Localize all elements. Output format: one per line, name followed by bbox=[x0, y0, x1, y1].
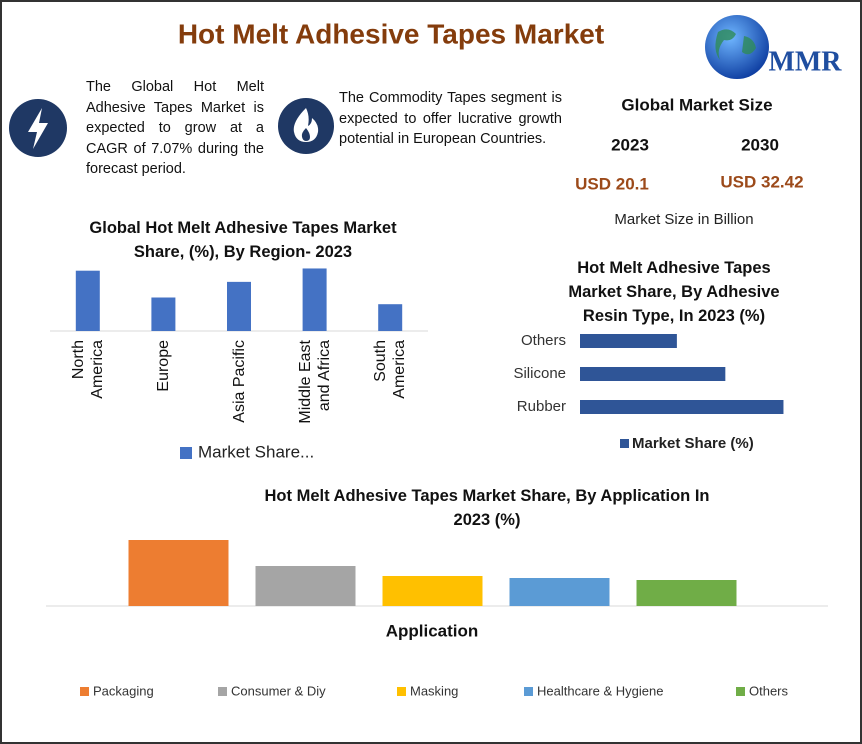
market-size-value: USD 32.42 bbox=[720, 172, 803, 191]
market-size-note: Market Size in Billion bbox=[614, 211, 753, 228]
year-label: 2023 bbox=[611, 135, 649, 154]
chart-title: Hot Melt Adhesive Tapes Market Share, By… bbox=[264, 487, 710, 529]
legend-swatch bbox=[218, 687, 227, 696]
legend-swatch bbox=[620, 439, 629, 448]
legend-label: Packaging bbox=[93, 683, 154, 698]
highlight-text: The Global Hot Melt Adhesive Tapes Marke… bbox=[86, 79, 264, 177]
logo-globe bbox=[705, 15, 769, 79]
bar bbox=[382, 576, 483, 606]
bar bbox=[75, 270, 100, 331]
y-tick-label: Silicone bbox=[513, 365, 566, 382]
legend-label: Healthcare & Hygiene bbox=[537, 683, 663, 698]
bar bbox=[255, 566, 356, 606]
legend-swatch bbox=[736, 687, 745, 696]
bar bbox=[227, 281, 251, 331]
legend-swatch bbox=[80, 687, 89, 696]
bar bbox=[580, 400, 784, 414]
logo-text: MMR bbox=[768, 46, 842, 77]
logo-land bbox=[715, 29, 756, 60]
bar bbox=[302, 268, 327, 331]
bar bbox=[151, 297, 176, 331]
chart-title: Global Hot Melt Adhesive Tapes Market Sh… bbox=[89, 219, 397, 261]
market-size-value: USD 20.1 bbox=[575, 174, 649, 193]
bar bbox=[128, 540, 229, 606]
x-tick-label: North America bbox=[69, 340, 106, 399]
flame-core bbox=[301, 128, 310, 141]
x-tick-label: Europe bbox=[154, 340, 172, 392]
highlight-text: The Commodity Tapes segment is expected … bbox=[339, 90, 562, 147]
x-tick-label: Middle East and Africa bbox=[296, 340, 333, 424]
bar bbox=[636, 580, 737, 606]
legend-label: Others bbox=[749, 683, 789, 698]
x-tick-label: Asia Pacific bbox=[230, 340, 248, 423]
bar bbox=[580, 367, 726, 381]
bar bbox=[509, 578, 610, 606]
chart-title: Hot Melt Adhesive Tapes Market Share, By… bbox=[568, 259, 780, 325]
bar bbox=[378, 304, 403, 331]
legend-label: Consumer & Diy bbox=[231, 683, 326, 698]
year-label: 2030 bbox=[741, 135, 779, 154]
main-title: Hot Melt Adhesive Tapes Market bbox=[178, 18, 604, 49]
market-size-title: Global Market Size bbox=[621, 95, 772, 114]
x-tick-label: South America bbox=[372, 340, 409, 399]
legend-label: Market Share (%) bbox=[632, 435, 754, 452]
y-tick-label: Rubber bbox=[517, 398, 566, 415]
bolt-shape bbox=[28, 108, 48, 149]
legend-label: Masking bbox=[410, 683, 458, 698]
y-tick-label: Others bbox=[521, 332, 566, 349]
legend-swatch bbox=[524, 687, 533, 696]
bar bbox=[580, 334, 677, 348]
flame-shape bbox=[293, 108, 319, 142]
x-axis-title: Application bbox=[386, 621, 479, 640]
legend-swatch bbox=[397, 687, 406, 696]
legend-swatch bbox=[180, 447, 192, 459]
legend-label: Market Share... bbox=[198, 442, 314, 461]
